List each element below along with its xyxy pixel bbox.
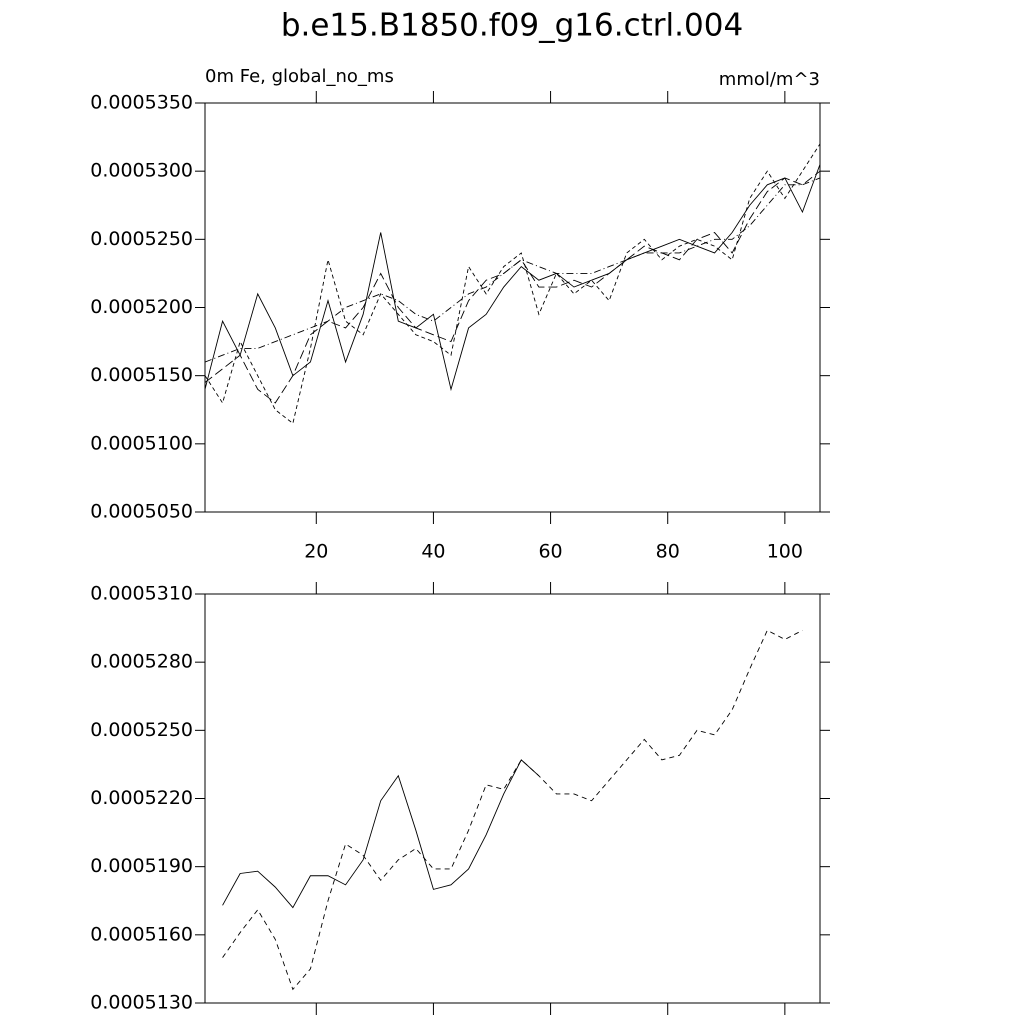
x-tick-label: 60	[538, 541, 562, 563]
x-tick-label: 100	[767, 541, 803, 563]
y-tick-label: 0.0005050	[90, 501, 193, 523]
y-tick-label: 0.0005300	[90, 160, 193, 182]
y-tick-label: 0.0005280	[90, 651, 193, 673]
y-tick-label: 0.0005250	[90, 228, 193, 250]
y-tick-label: 0.0005200	[90, 296, 193, 318]
y-tick-label: 0.0005190	[90, 855, 193, 877]
data-line	[222, 759, 540, 909]
units-label: mmol/m^3	[719, 69, 820, 90]
y-tick-label: 0.0005160	[90, 923, 193, 945]
plot-frame	[204, 102, 821, 513]
plot-frame	[204, 593, 821, 1004]
y-tick-label: 0.0005130	[90, 992, 193, 1014]
subtitle-left: 0m Fe, global_no_ms	[205, 66, 394, 87]
data-line	[204, 177, 821, 363]
y-tick-label: 0.0005220	[90, 787, 193, 809]
y-tick-label: 0.0005310	[90, 583, 193, 605]
data-line	[204, 164, 821, 392]
y-tick-label: 0.0005100	[90, 432, 193, 454]
chart-title: b.e15.B1850.f09_g16.ctrl.004	[281, 8, 743, 44]
data-line	[222, 629, 803, 991]
y-tick-label: 0.0005150	[90, 364, 193, 386]
x-tick-label: 20	[304, 541, 328, 563]
data-line	[204, 143, 821, 425]
data-line	[204, 170, 821, 404]
y-tick-label: 0.0005250	[90, 719, 193, 741]
y-tick-label: 0.0005350	[90, 92, 193, 114]
x-tick-label: 40	[421, 541, 445, 563]
x-tick-label: 80	[656, 541, 680, 563]
